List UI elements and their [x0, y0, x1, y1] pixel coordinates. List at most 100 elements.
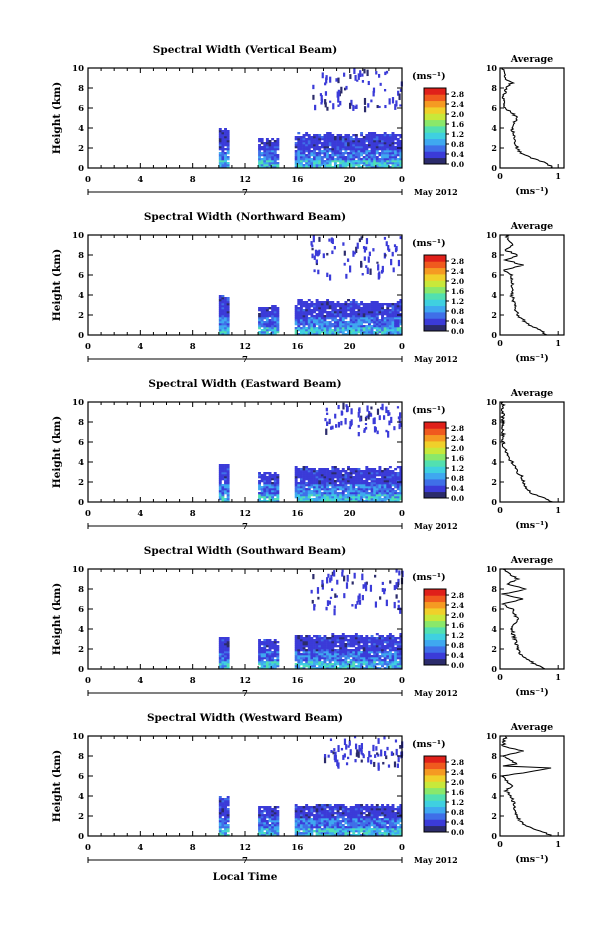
- heatmap-cell: [276, 659, 280, 662]
- heatmap-cell: [370, 468, 374, 471]
- heatmap-cell: [367, 820, 371, 823]
- heatmap-cell: [383, 309, 387, 312]
- heatmap-cell: [357, 824, 361, 827]
- heatmap-cell: [352, 104, 355, 111]
- heatmap-cell: [221, 800, 225, 803]
- heatmap-cell: [344, 317, 348, 320]
- heatmap-cell: [315, 804, 319, 807]
- heatmap-cell: [349, 317, 353, 320]
- heatmap-cell: [260, 307, 264, 310]
- heatmap-cell: [268, 319, 272, 322]
- heatmap-cell: [315, 313, 319, 316]
- heatmap-cell: [373, 659, 377, 662]
- heatmap-cell: [365, 496, 369, 499]
- heatmap-cell: [318, 305, 322, 308]
- heatmap-cell: [302, 156, 306, 159]
- heatmap-cell: [394, 476, 398, 479]
- heatmap-cell: [344, 327, 348, 330]
- heatmap-cell: [396, 808, 400, 811]
- heatmap-cell: [383, 498, 387, 501]
- heatmap-cell: [336, 484, 340, 487]
- heatmap-cell: [224, 830, 227, 833]
- heatmap-cell: [294, 154, 298, 157]
- heatmap-cell: [315, 327, 319, 330]
- heatmap-cell: [341, 152, 345, 155]
- heatmap-cell: [294, 156, 298, 159]
- heatmap-cell: [347, 665, 350, 668]
- heatmap-cell: [396, 144, 400, 147]
- heatmap-cell: [320, 486, 324, 489]
- heatmap-cell: [375, 474, 379, 477]
- heatmap-cell: [360, 260, 363, 268]
- heatmap-cell: [344, 637, 348, 640]
- heatmap-cell: [263, 142, 267, 145]
- heatmap-cell: [218, 307, 222, 310]
- heatmap-cell: [218, 468, 222, 471]
- heatmap-cell: [265, 639, 269, 642]
- heatmap-cell: [265, 319, 269, 322]
- heatmap-cell: [258, 808, 261, 811]
- heatmap-cell: [399, 476, 403, 479]
- heatmap-cell: [318, 142, 322, 145]
- heatmap-cell: [344, 812, 348, 815]
- heatmap-cell: [396, 162, 400, 165]
- heatmap-cell: [258, 641, 261, 644]
- heatmap-cell: [299, 653, 303, 656]
- heatmap-cell: [265, 156, 269, 159]
- heatmap-cell: [378, 154, 382, 157]
- heatmap-cell: [328, 470, 332, 473]
- heatmap-cell: [370, 659, 374, 662]
- heatmap-cell: [226, 478, 230, 481]
- heatmap-cell: [221, 665, 225, 668]
- heatmap-cell: [394, 158, 398, 161]
- heatmap-cell: [365, 484, 369, 487]
- heatmap-cell: [265, 138, 269, 141]
- heatmap-cell: [366, 267, 369, 275]
- heatmap-cell: [315, 490, 319, 493]
- heatmap-cell: [378, 144, 382, 147]
- heatmap-cell: [218, 832, 222, 835]
- heatmap-cell: [383, 313, 387, 316]
- heatmap-cell: [347, 299, 350, 302]
- heatmap-cell: [268, 647, 272, 650]
- heatmap-cell: [375, 649, 379, 652]
- heatmap-cell: [378, 474, 382, 477]
- heatmap-cell: [386, 331, 390, 334]
- avg-y-tick-label: 6: [491, 270, 497, 280]
- heatmap-cell: [362, 494, 366, 497]
- heatmap-cell: [224, 822, 227, 825]
- x-tick-label: 16: [291, 676, 303, 686]
- heatmap-cell: [352, 313, 356, 316]
- heatmap-cell: [393, 244, 397, 248]
- heatmap-cell: [344, 160, 348, 163]
- heatmap-cell: [323, 301, 327, 304]
- heatmap-cell: [294, 830, 298, 833]
- heatmap-cell: [315, 301, 319, 304]
- heatmap-cell: [388, 474, 392, 477]
- heatmap-cell: [381, 148, 384, 151]
- heatmap-cell: [271, 826, 275, 829]
- heatmap-cell: [370, 329, 374, 332]
- heatmap-cell: [323, 834, 327, 837]
- heatmap-cell: [386, 830, 390, 833]
- heatmap-cell: [218, 313, 222, 316]
- heatmap-cell: [294, 832, 298, 835]
- heatmap-cell: [354, 301, 358, 304]
- heatmap-cell: [381, 303, 384, 306]
- heatmap-cell: [276, 500, 280, 503]
- heatmap-cell: [305, 150, 309, 153]
- heatmap-cell: [326, 303, 330, 306]
- heatmap-cell: [365, 816, 369, 819]
- heatmap-cell: [365, 415, 368, 418]
- heatmap-cell: [297, 635, 301, 638]
- avg-frame: [499, 67, 565, 169]
- heatmap-cell: [381, 490, 384, 493]
- heatmap-cell: [271, 482, 275, 485]
- heatmap-cell: [362, 474, 366, 477]
- heatmap-cell: [297, 484, 301, 487]
- heatmap-cell: [226, 156, 230, 159]
- heatmap-cell: [344, 820, 348, 823]
- heatmap-cell: [315, 333, 319, 336]
- heatmap-cell: [364, 423, 368, 426]
- heatmap-cell: [394, 820, 398, 823]
